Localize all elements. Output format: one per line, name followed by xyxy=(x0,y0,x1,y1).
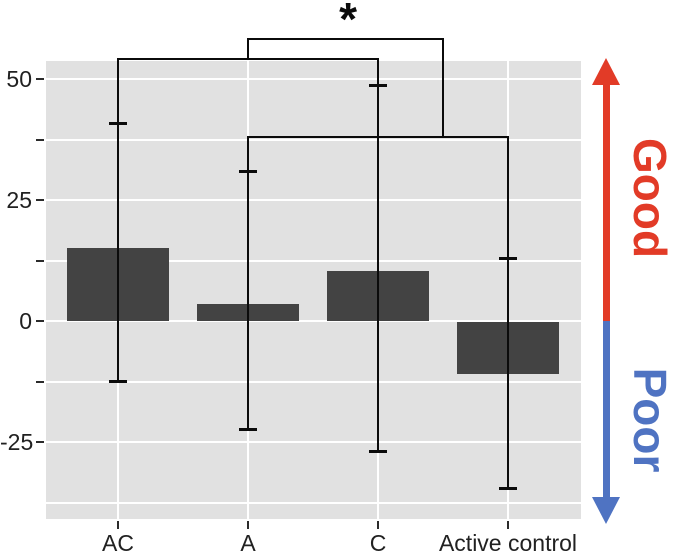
error-bar-cap-bottom-active-control xyxy=(499,486,517,490)
significance-bracket-segment xyxy=(247,37,249,61)
x-axis-tick xyxy=(247,521,249,529)
significance-asterisk: * xyxy=(339,0,358,45)
error-bar-line-active-control xyxy=(507,258,509,489)
significance-bracket-segment xyxy=(117,58,379,61)
error-bar-cap-bottom-a xyxy=(239,427,257,431)
significance-bracket-segment xyxy=(507,136,509,260)
y-axis-tick xyxy=(36,380,44,383)
y-axis-tick-label: 0 xyxy=(19,308,32,334)
gridline-horizontal xyxy=(46,138,581,141)
poor-arrow-shaft xyxy=(603,321,610,497)
significance-bracket-segment xyxy=(247,136,509,139)
gridline-horizontal xyxy=(46,320,581,322)
good-arrow-shaft xyxy=(603,84,610,321)
significance-bracket-segment xyxy=(377,58,379,86)
error-bar-cap-bottom-c xyxy=(369,449,387,453)
y-axis-tick xyxy=(36,320,44,322)
y-axis-tick xyxy=(36,259,44,262)
y-axis-tick xyxy=(36,199,44,201)
x-axis-label-ac: AC xyxy=(102,530,134,556)
y-axis-tick xyxy=(36,138,44,141)
error-bar-line-a xyxy=(247,170,249,430)
good-arrow-up-icon xyxy=(592,58,620,85)
error-bar-cap-bottom-ac xyxy=(109,379,127,383)
significance-bracket-segment xyxy=(247,136,249,172)
good-label: Good xyxy=(624,137,676,259)
significance-bracket-segment xyxy=(442,37,444,139)
y-axis-tick-label: -25 xyxy=(0,429,34,455)
gridline-horizontal xyxy=(46,259,581,262)
y-axis-tick xyxy=(36,441,44,443)
x-axis-tick xyxy=(377,521,379,529)
x-axis-tick xyxy=(507,521,509,529)
y-axis-tick xyxy=(36,78,44,80)
gridline-horizontal xyxy=(46,501,581,504)
error-bar-line-ac xyxy=(117,122,119,382)
gridline-horizontal xyxy=(46,441,581,443)
poor-label: Poor xyxy=(624,367,676,473)
gridline-horizontal xyxy=(46,78,581,80)
gridline-horizontal xyxy=(46,199,581,201)
x-axis-tick xyxy=(117,521,119,529)
error-bar-line-c xyxy=(377,84,379,452)
significance-bracket-segment xyxy=(117,58,119,124)
x-axis-label-active-control: Active control xyxy=(438,530,578,556)
significance-bracket-segment xyxy=(247,37,444,40)
x-axis-label-c: C xyxy=(369,530,387,556)
x-axis-label-a: A xyxy=(240,530,256,556)
poor-arrow-down-icon xyxy=(592,497,620,524)
gridline-horizontal xyxy=(46,380,581,383)
y-axis-tick-label: 50 xyxy=(6,66,32,92)
y-axis-tick-label: 25 xyxy=(6,187,32,213)
